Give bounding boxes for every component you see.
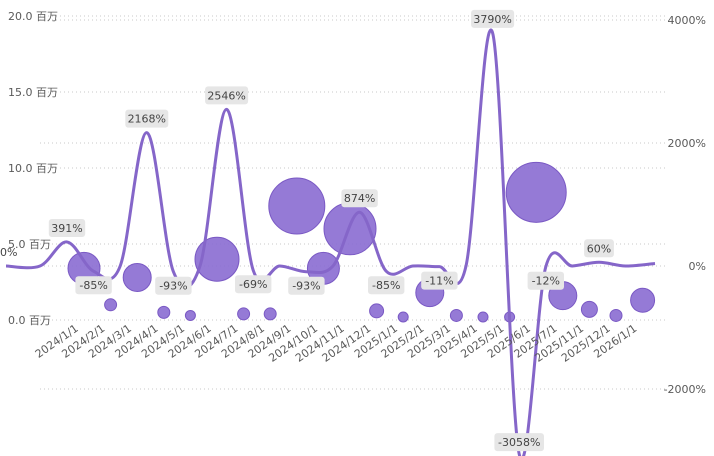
bubble <box>609 308 623 322</box>
data-labels: 391% -85% 2168% -93% 2546% -69% -93% 874% -85% -1… <box>48 9 614 452</box>
right-axis-tick-label: 0% <box>689 260 706 273</box>
right-axis: -2000% 0% 2000% 4000% <box>664 14 706 396</box>
x-axis: 2024/1/12024/2/12024/3/12024/4/12024/5/1… <box>33 322 640 365</box>
right-axis-tick-label: -2000% <box>664 383 706 396</box>
edge-data-label: 0% <box>0 246 17 259</box>
bubble <box>449 308 463 322</box>
left-axis: 0.0 百万 5.0 百万 10.0 百万 15.0 百万 20.0 百万 <box>8 10 58 327</box>
data-label-bg <box>235 275 272 294</box>
bubble-series <box>67 161 656 323</box>
left-axis-tick-label: 20.0 百万 <box>8 10 58 23</box>
data-label: -12% <box>532 275 560 288</box>
bubble <box>477 311 489 323</box>
data-label-bg <box>527 271 564 290</box>
bubble <box>630 287 656 313</box>
left-axis-tick-label: 5.0 百万 <box>8 238 51 251</box>
data-label: 2546% <box>207 89 245 102</box>
data-label-bg <box>471 9 515 28</box>
data-label: -93% <box>159 280 187 293</box>
left-axis-tick-label: 0.0 百万 <box>8 314 51 327</box>
bubble <box>237 307 251 321</box>
left-axis-tick-label: 15.0 百万 <box>8 86 58 99</box>
bubble <box>505 161 567 223</box>
data-label: -93% <box>292 280 320 293</box>
right-axis-tick-label: 2000% <box>668 137 706 150</box>
bubble <box>122 262 152 292</box>
growth-line <box>5 28 656 456</box>
data-label: -85% <box>79 279 107 292</box>
data-label: 874% <box>344 192 375 205</box>
bubble <box>263 307 277 321</box>
bubble <box>580 300 598 318</box>
data-label: -3058% <box>498 436 540 449</box>
bubble <box>369 303 385 319</box>
data-label-bg <box>155 276 192 295</box>
data-label-bg <box>421 271 458 290</box>
data-label-bg <box>368 276 405 295</box>
growth-line-series <box>5 28 656 456</box>
bubble <box>268 177 326 235</box>
bubble <box>104 298 118 312</box>
data-label-bg <box>494 433 544 452</box>
data-label: -69% <box>239 278 267 291</box>
data-label-bg <box>288 276 325 295</box>
data-label-bg <box>48 218 86 237</box>
data-label-bg <box>341 189 378 208</box>
left-axis-tick-label: 10.0 百万 <box>8 162 58 175</box>
data-label: -11% <box>425 275 453 288</box>
bubble <box>184 309 196 321</box>
data-label: 60% <box>587 242 611 255</box>
bubble <box>397 311 409 323</box>
data-label: -85% <box>372 279 400 292</box>
data-label-bg <box>75 276 112 295</box>
data-label: 2168% <box>128 113 166 126</box>
edge-label: 0% <box>0 246 17 259</box>
data-label-bg <box>584 239 614 258</box>
data-label-bg <box>125 109 169 128</box>
bubble <box>194 236 240 282</box>
bubble <box>157 305 171 319</box>
data-label: 3790% <box>473 13 511 26</box>
data-label-bg <box>205 86 249 105</box>
right-axis-tick-label: 4000% <box>668 14 706 27</box>
data-label: 391% <box>51 222 82 235</box>
